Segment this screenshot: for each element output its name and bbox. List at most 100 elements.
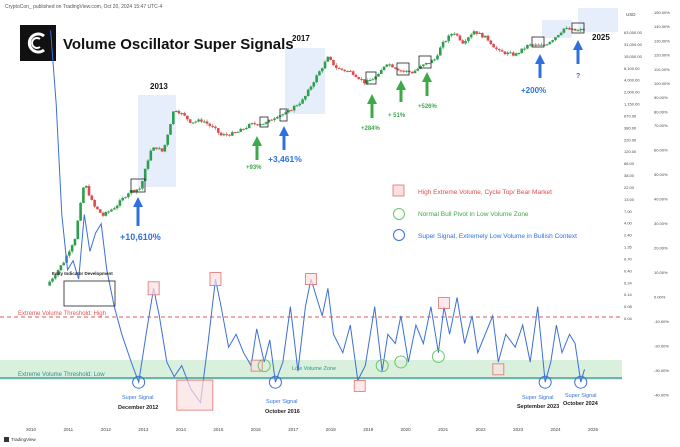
price-highlight-boxes bbox=[130, 22, 585, 193]
candle-body bbox=[202, 121, 206, 123]
candle-body bbox=[253, 123, 257, 125]
candle-body bbox=[365, 80, 369, 84]
candle-body bbox=[239, 128, 243, 132]
candle-body bbox=[295, 105, 299, 107]
candle-body bbox=[98, 209, 102, 213]
arrow-green-2016a bbox=[252, 136, 262, 160]
extreme-volume-marker bbox=[305, 273, 317, 285]
candle-body bbox=[121, 197, 125, 201]
candle-body bbox=[469, 34, 473, 38]
cycle-box-2017 bbox=[285, 48, 325, 114]
candle-body bbox=[382, 66, 386, 71]
candle-body bbox=[180, 113, 184, 115]
candle-body bbox=[110, 209, 113, 212]
candle-body bbox=[528, 44, 532, 46]
candle-body bbox=[579, 29, 583, 31]
candle-body bbox=[270, 119, 273, 121]
price-axis-tick: 1,150.00 bbox=[624, 102, 640, 107]
price-axis-tick: 1.35 bbox=[624, 245, 633, 250]
extreme-volume-marker bbox=[353, 379, 366, 392]
candle-body bbox=[62, 262, 66, 266]
x-axis-tick: 2016 bbox=[251, 427, 262, 432]
candle-body bbox=[250, 123, 254, 125]
candle-body bbox=[394, 67, 397, 69]
legend-item-2: Super Signal, Extremely Low Volume in Bu… bbox=[418, 233, 577, 240]
oscillator-axis-tick: 100.00% bbox=[654, 81, 670, 86]
candle-body bbox=[284, 112, 288, 115]
cycle-boxes bbox=[138, 8, 618, 187]
candle-body bbox=[124, 197, 127, 199]
candle-body bbox=[346, 70, 349, 72]
candle-body bbox=[247, 124, 251, 128]
bull-pivot-circle bbox=[394, 355, 408, 369]
candle-body bbox=[500, 50, 504, 52]
candle-body bbox=[211, 125, 214, 127]
bull-pivot-circle bbox=[257, 359, 271, 373]
candle-body bbox=[70, 245, 74, 252]
price-axis-tick: 31,000.00 bbox=[624, 42, 643, 47]
candle-body bbox=[559, 32, 563, 36]
price-axis-tick: 68.00 bbox=[624, 161, 635, 166]
candle-body bbox=[242, 128, 245, 130]
candle-body bbox=[135, 189, 139, 192]
candle-body bbox=[517, 53, 521, 55]
candle-body bbox=[127, 193, 130, 198]
candle-body bbox=[163, 144, 167, 152]
candle-body bbox=[534, 44, 538, 46]
candle-body bbox=[436, 55, 439, 60]
candle-body bbox=[340, 68, 344, 70]
extreme-volume-marker bbox=[209, 272, 222, 286]
candle-body bbox=[166, 134, 169, 145]
candle-body bbox=[73, 239, 77, 246]
candle-body bbox=[419, 66, 422, 69]
candle-body bbox=[216, 128, 220, 133]
candle-body bbox=[351, 71, 355, 75]
candle-body bbox=[312, 82, 316, 87]
candle-body bbox=[545, 44, 549, 46]
candle-body bbox=[565, 27, 569, 29]
x-axis-tick: 2014 bbox=[176, 427, 187, 432]
candle-body bbox=[354, 74, 358, 78]
low-zone-label: Low Volume Zone bbox=[292, 366, 336, 372]
candle-body bbox=[424, 62, 428, 65]
oscillator-axis-tick: 110.00% bbox=[654, 67, 670, 72]
candle-body bbox=[385, 64, 389, 67]
arrow-green-2020a bbox=[396, 80, 406, 102]
candle-body bbox=[453, 33, 456, 35]
legend-blue-circle bbox=[393, 229, 405, 241]
signal-markers bbox=[132, 272, 588, 411]
oscillator-axis-tick: 20.00% bbox=[654, 246, 668, 251]
candle-body bbox=[357, 77, 361, 80]
price-axis-tick: 22.00 bbox=[624, 185, 635, 190]
candle-body bbox=[155, 147, 158, 149]
candle-body bbox=[149, 150, 153, 161]
candle-body bbox=[582, 29, 585, 31]
super-signal-circle bbox=[132, 375, 146, 389]
ss-2012-title: Super Signal bbox=[122, 395, 154, 401]
candle-body bbox=[245, 127, 248, 130]
price-axis-tick: 380.00 bbox=[624, 125, 637, 130]
candle-body bbox=[492, 44, 495, 48]
candle-body bbox=[438, 47, 442, 56]
candle-body bbox=[205, 121, 209, 124]
extreme-volume-marker bbox=[147, 281, 160, 296]
candle-body bbox=[478, 32, 481, 34]
candle-body bbox=[481, 32, 484, 38]
x-axis-tick: 2013 bbox=[138, 427, 149, 432]
candle-body bbox=[447, 35, 450, 42]
x-axis-tick: 2022 bbox=[476, 427, 487, 432]
candle-body bbox=[306, 89, 310, 96]
price-axis-tick: 4.00 bbox=[624, 221, 633, 226]
candle-body bbox=[329, 56, 332, 60]
candle-body bbox=[405, 70, 408, 72]
legend-square-marker bbox=[392, 184, 405, 197]
low-threshold-label: Extreme Volume Threshold: Low bbox=[18, 372, 105, 378]
legend-item-1: Normal Bull Pivot in Low Volume Zone bbox=[418, 211, 529, 218]
candle-body bbox=[562, 28, 566, 33]
cycle-box-2025 bbox=[578, 8, 618, 32]
candle-body bbox=[228, 134, 231, 136]
candle-body bbox=[509, 52, 512, 54]
candle-body bbox=[422, 64, 425, 67]
candle-body bbox=[318, 71, 321, 76]
candle-body bbox=[214, 126, 217, 129]
